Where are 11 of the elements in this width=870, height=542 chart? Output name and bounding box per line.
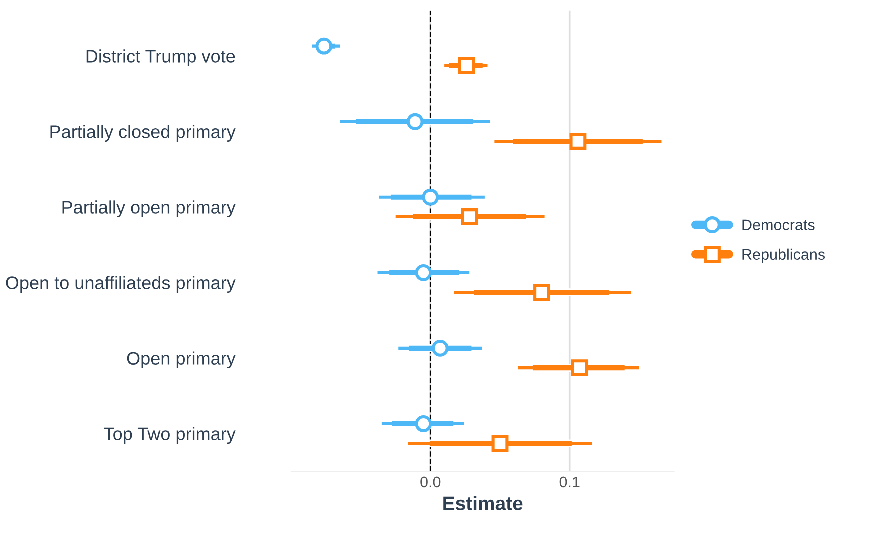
x-tick-label: 0.1 [560, 476, 580, 488]
y-tick-label: District Trump vote [86, 50, 236, 66]
y-tick-label: Partially closed primary [50, 125, 236, 142]
legend-label: Republicans [742, 248, 826, 264]
y-tick-label: Open primary [127, 352, 236, 369]
y-tick-label: Partially open primary [62, 200, 236, 218]
x-axis-title: Estimate [444, 496, 523, 510]
y-tick-label: Top Two primary [104, 427, 236, 444]
x-tick-label: 0.0 [420, 476, 441, 488]
legend-label: Democrats [742, 220, 815, 231]
y-tick-label: Open to unaffiliateds primary [6, 276, 236, 294]
